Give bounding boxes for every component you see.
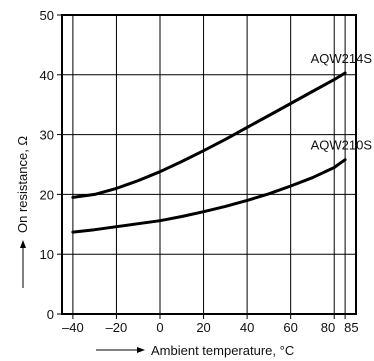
x-tick-label: 40 [240,320,254,335]
grid-lines [57,14,356,319]
y-tick-label: 50 [40,8,54,23]
y-tick-label: 20 [40,187,54,202]
y-tick-label: 40 [40,68,54,83]
y-axis-label-group: On resistance, Ω [15,136,30,288]
series-line-1 [71,158,347,234]
x-tick-label: 0 [156,320,163,335]
x-axis-arrow-head [137,347,145,353]
plot-frame [61,14,357,315]
series-group: AQW214S AQW210S [71,51,373,234]
x-tick-label: 80 [321,320,335,335]
y-axis-label: On resistance, Ω [15,136,30,233]
series-label-1: AQW210S [311,138,373,153]
x-axis-ticks: –40 –20 0 20 40 60 80 85 [62,320,359,335]
x-tick-label: 20 [196,320,210,335]
y-axis-ticks: 0 10 20 30 40 50 [40,8,54,322]
x-tick-label: 85 [344,320,358,335]
x-tick-label: –20 [106,320,128,335]
y-tick-label: 10 [40,247,54,262]
x-tick-label: –40 [62,320,84,335]
series-label-0: AQW214S [311,51,373,66]
x-axis-label: Ambient temperature, °C [151,343,294,358]
y-axis-arrow-head [20,240,26,248]
y-tick-label: 0 [47,307,54,322]
x-tick-label: 60 [283,320,297,335]
x-axis-label-group: Ambient temperature, °C [96,343,294,358]
series-line-0 [71,71,347,199]
y-tick-label: 30 [40,128,54,143]
